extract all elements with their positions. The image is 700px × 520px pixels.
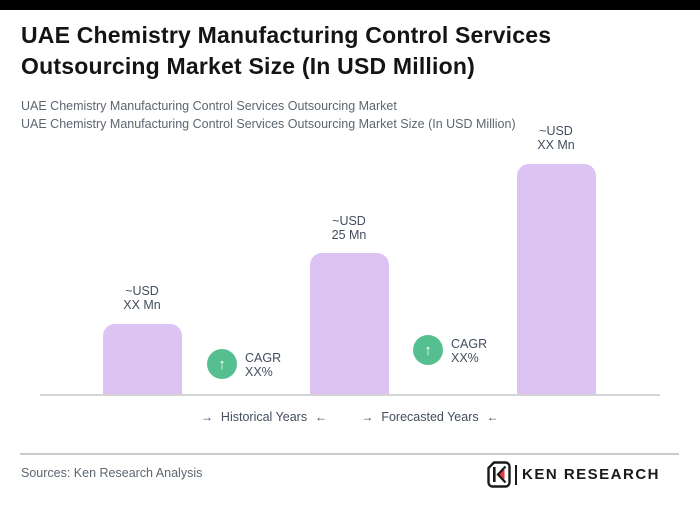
- axis-label-forecasted-years: → Forecasted Years ←: [356, 410, 504, 424]
- cagr-annotation-2-value: XX%: [451, 351, 479, 365]
- bar-value-label-forecast-line2: XX Mn: [537, 138, 575, 152]
- arrow-left-icon: ←: [315, 410, 328, 424]
- cagr-annotation-2-label: CAGR: [451, 337, 488, 351]
- page-title-line2: Outsourcing Market Size (In USD Million): [21, 53, 475, 79]
- arrow-right-icon: →: [200, 410, 213, 424]
- cagr-annotation-2: CAGR XX%: [451, 337, 487, 365]
- top-border-bar: [0, 0, 700, 10]
- arrow-right-icon: →: [361, 410, 374, 424]
- bar-value-label-base-year-line1: ~USD: [332, 214, 366, 228]
- bar-value-label-historical-line1: ~USD: [125, 284, 159, 298]
- sources-note: Sources: Ken Research Analysis: [21, 466, 203, 480]
- footer-divider: [20, 453, 679, 455]
- ken-research-logo: KEN RESEARCH: [487, 461, 660, 488]
- page-title: UAE Chemistry Manufacturing Control Serv…: [21, 20, 661, 82]
- bar-base-year: [310, 253, 389, 395]
- bar-value-label-historical-line2: XX Mn: [123, 298, 161, 312]
- bar-historical: [103, 324, 182, 395]
- cagr-up-arrow-icon: ↑: [413, 335, 443, 365]
- page-title-line1: UAE Chemistry Manufacturing Control Serv…: [21, 22, 552, 48]
- up-arrow-glyph: ↑: [218, 355, 226, 373]
- axis-label-forecasted-years-text: Forecasted Years: [381, 410, 479, 424]
- bar-forecast: [517, 164, 596, 395]
- axis-label-historical-years-text: Historical Years: [220, 410, 308, 424]
- cagr-annotation-1-label: CAGR: [245, 351, 282, 365]
- bar-value-label-forecast-line1: ~USD: [539, 124, 573, 138]
- bar-value-label-base-year-line2: 25 Mn: [331, 228, 367, 242]
- arrow-left-icon: ←: [486, 410, 499, 424]
- cagr-annotation-1-value: XX%: [245, 365, 273, 379]
- ken-research-logo-text: KEN RESEARCH: [522, 466, 661, 483]
- logo-divider: [515, 464, 517, 485]
- ken-research-k-icon: [487, 461, 511, 488]
- chart-subtitle-line1: UAE Chemistry Manufacturing Control Serv…: [21, 99, 397, 113]
- bar-value-label-historical: ~USD XX Mn: [82, 284, 202, 312]
- bar-value-label-forecast: ~USD XX Mn: [496, 124, 616, 152]
- bar-value-label-base-year: ~USD 25 Mn: [289, 214, 409, 242]
- axis-label-historical-years: → Historical Years ←: [190, 410, 338, 424]
- chart-subtitle: UAE Chemistry Manufacturing Control Serv…: [21, 97, 661, 133]
- cagr-annotation-1: CAGR XX%: [245, 351, 281, 379]
- cagr-up-arrow-icon: ↑: [207, 349, 237, 379]
- chart-subtitle-line2: UAE Chemistry Manufacturing Control Serv…: [21, 117, 516, 131]
- up-arrow-glyph: ↑: [424, 341, 432, 359]
- x-axis-line: [40, 394, 660, 396]
